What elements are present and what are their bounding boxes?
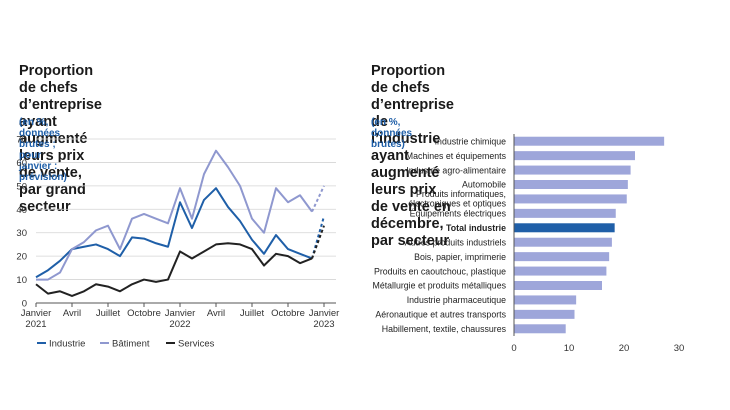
category-label: Industrie pharmaceutique bbox=[407, 295, 506, 305]
bar bbox=[514, 324, 566, 334]
x-tick-label: Janvier bbox=[309, 308, 340, 319]
industrie-series-line bbox=[35, 187, 313, 279]
bar bbox=[514, 295, 577, 305]
x-tick-label: Juillet bbox=[96, 308, 121, 319]
x-tick-label: Avril bbox=[207, 308, 225, 319]
category-label: Métallurgie et produits métalliques bbox=[373, 281, 507, 291]
category-label-line: Industrie agro-alimentaire bbox=[406, 165, 506, 175]
left-title-line: Proportion de chefs d’entreprise bbox=[19, 63, 102, 113]
bar bbox=[514, 208, 616, 218]
bar bbox=[514, 237, 612, 247]
services-series-line bbox=[35, 242, 313, 297]
category-label: Machines et équipements bbox=[406, 151, 507, 161]
category-label: Bois, papier, imprimerie bbox=[414, 252, 506, 262]
x-tick-label: 2021 bbox=[25, 319, 46, 330]
x-tick-label: Octobre bbox=[127, 308, 161, 319]
y-tick-label: 20 bbox=[16, 252, 27, 263]
x-tick-label: Juillet bbox=[240, 308, 265, 319]
category-label-line: Automobile bbox=[462, 180, 506, 190]
category-label: Industrie chimique bbox=[435, 136, 506, 146]
y-tick-label: 50 bbox=[16, 181, 27, 192]
bar bbox=[514, 194, 627, 204]
legend-label-industrie: Industrie bbox=[49, 339, 85, 350]
bar bbox=[514, 136, 665, 146]
category-label-line: Équipements électriques bbox=[410, 209, 507, 219]
bar-chart: 0 10 20 30 Industrie chimique Machines et équ… bbox=[373, 134, 685, 354]
bar bbox=[514, 252, 610, 262]
right-title-line: Proportion de chefs d’entreprise de l’in… bbox=[371, 63, 454, 147]
y-tick-label: 0 bbox=[22, 299, 27, 310]
left-chart-subtitle: (en %, données brutes ; pour janvier : p… bbox=[19, 117, 67, 183]
category-label-line: Aéronautique et autres transports bbox=[375, 310, 506, 320]
bar bbox=[514, 180, 628, 189]
batiment-series-line bbox=[36, 149, 313, 281]
category-label: Équipements électriques bbox=[410, 209, 507, 219]
bar bbox=[514, 281, 602, 290]
category-label: Automobile bbox=[462, 180, 506, 190]
x-tick-label: Janvier bbox=[21, 308, 52, 319]
bar bbox=[514, 309, 575, 319]
x-tick-label: Avril bbox=[63, 308, 81, 319]
category-label-line: électroniques et optiques bbox=[408, 199, 506, 209]
y-tick-label: 40 bbox=[16, 205, 27, 216]
category-label-line: Industrie chimique bbox=[435, 136, 506, 146]
category-label: Total industrie bbox=[446, 223, 506, 233]
x-tick-label: 0 bbox=[511, 343, 516, 354]
right-title-line: ayant augmenté leurs prix de vente en dé… bbox=[371, 148, 451, 232]
category-label-line: Produits informatiques, bbox=[416, 189, 506, 199]
category-label: Industrie agro-alimentaire bbox=[406, 165, 506, 175]
bar bbox=[514, 165, 631, 175]
x-tick-label: 2022 bbox=[169, 319, 190, 330]
bar bbox=[514, 151, 635, 161]
x-tick-label: Octobre bbox=[271, 308, 305, 319]
category-label-line: Produits en caoutchouc, plastique bbox=[374, 266, 506, 276]
x-tick-label: Janvier bbox=[165, 308, 196, 319]
category-label: Autres produits industriels bbox=[405, 237, 507, 247]
category-label-line: Bois, papier, imprimerie bbox=[414, 252, 506, 262]
right-chart-title: Proportion de chefs d’entreprise de l’in… bbox=[371, 63, 454, 250]
category-label: Aéronautique et autres transports bbox=[375, 310, 506, 320]
y-tick-label: 30 bbox=[16, 228, 27, 239]
bar bbox=[514, 223, 615, 233]
category-label-line: Autres produits industriels bbox=[405, 237, 507, 247]
x-tick-label: 10 bbox=[564, 343, 575, 354]
bar bbox=[514, 266, 607, 276]
category-label: Produits en caoutchouc, plastique bbox=[374, 266, 506, 276]
right-title-line: par secteur bbox=[371, 233, 450, 249]
category-label: Produits informatiques, électroniques et … bbox=[408, 189, 506, 209]
y-tick-label: 60 bbox=[16, 158, 27, 169]
category-label-line: Industrie pharmaceutique bbox=[407, 295, 506, 305]
category-label-line: Machines et équipements bbox=[406, 151, 507, 161]
category-label-line: Total industrie bbox=[446, 223, 506, 233]
x-tick-label: 30 bbox=[674, 343, 685, 354]
y-tick-label: 70 bbox=[16, 135, 27, 146]
right-chart-subtitle: (en %, données brutes) bbox=[371, 117, 413, 150]
x-tick-label: 20 bbox=[619, 343, 630, 354]
batiment-forecast-line bbox=[311, 185, 325, 213]
services-forecast-line bbox=[311, 225, 325, 259]
legend-label-services: Services bbox=[178, 339, 215, 350]
category-label-line: Métallurgie et produits métalliques bbox=[373, 281, 507, 291]
category-label-line: Habillement, textile, chaussures bbox=[382, 324, 507, 334]
y-tick-label: 10 bbox=[16, 275, 27, 286]
legend-label-batiment: Bâtiment bbox=[112, 339, 150, 350]
x-tick-label: 2023 bbox=[313, 319, 334, 330]
left-title-line: ayant augmenté leurs prix de vente, bbox=[19, 114, 88, 181]
category-label: Habillement, textile, chaussures bbox=[382, 324, 507, 334]
